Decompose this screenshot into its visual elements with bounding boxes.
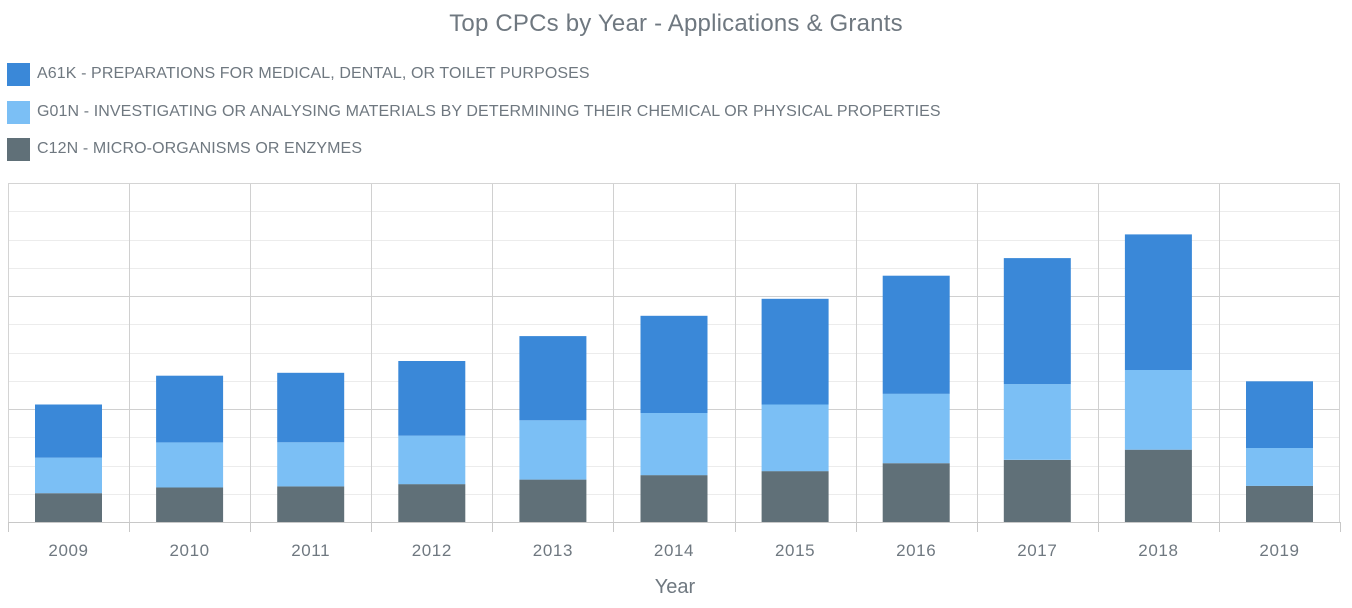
x-tick-label: 2019 xyxy=(1259,541,1299,560)
bar-segment xyxy=(640,413,708,476)
x-tick-label: 2012 xyxy=(412,541,452,560)
bar-segment xyxy=(519,336,587,421)
bar-segment xyxy=(882,393,950,464)
bar-segment xyxy=(1246,381,1313,448)
bar-segment xyxy=(519,420,587,480)
legend-item-a61k[interactable]: A61K - PREPARATIONS FOR MEDICAL, DENTAL,… xyxy=(7,62,590,86)
bar-segment xyxy=(398,435,466,485)
bar-segment xyxy=(35,457,102,494)
bar-segment xyxy=(761,404,829,472)
bar-segment xyxy=(761,298,829,405)
x-tick-label: 2014 xyxy=(654,541,694,560)
bar-segment xyxy=(277,486,345,522)
bar-segment xyxy=(1246,448,1313,486)
x-tick-label: 2011 xyxy=(291,541,330,560)
bar-segment xyxy=(35,493,102,522)
bar-segment xyxy=(519,479,587,522)
x-tick-label: 2009 xyxy=(48,541,88,560)
legend-swatch-c12n xyxy=(7,137,30,161)
bar-segment xyxy=(882,463,950,522)
x-tick-label: 2018 xyxy=(1138,541,1178,560)
bar-segment xyxy=(156,487,224,522)
chart-title: Top CPCs by Year - Applications & Grants xyxy=(449,10,903,37)
bar-segment xyxy=(1124,449,1192,522)
bar-segment xyxy=(1003,258,1071,385)
x-tick-label: 2010 xyxy=(169,541,209,560)
legend-item-g01n[interactable]: G01N - INVESTIGATING OR ANALYSING MATERI… xyxy=(7,100,941,124)
bar-segment xyxy=(1124,370,1192,450)
bar-segment xyxy=(35,404,102,458)
legend-item-c12n[interactable]: C12N - MICRO-ORGANISMS OR ENZYMES xyxy=(7,137,362,161)
bar-segment xyxy=(1246,485,1313,522)
legend-swatch-a61k xyxy=(7,62,30,86)
bar-segment xyxy=(761,471,829,522)
bar-segment xyxy=(156,375,224,443)
x-tick-label: 2013 xyxy=(533,541,573,560)
x-tick-label: 2017 xyxy=(1017,541,1057,560)
bar-segment xyxy=(640,475,708,522)
legend-label-a61k: A61K - PREPARATIONS FOR MEDICAL, DENTAL,… xyxy=(37,65,590,82)
bar-segment xyxy=(640,315,708,413)
legend-label-c12n: C12N - MICRO-ORGANISMS OR ENZYMES xyxy=(37,140,363,157)
x-tick-label: 2015 xyxy=(775,541,815,560)
bar-segment xyxy=(277,372,345,443)
bar-segment xyxy=(1124,234,1192,370)
bar-segment xyxy=(882,275,950,394)
bar-segment xyxy=(398,361,466,436)
legend-swatch-g01n xyxy=(7,100,30,124)
legend-label-g01n: G01N - INVESTIGATING OR ANALYSING MATERI… xyxy=(37,103,941,120)
bar-segment xyxy=(277,442,345,487)
bar-segment xyxy=(1003,459,1071,522)
bar-segment xyxy=(156,442,224,488)
bar-segment xyxy=(398,484,466,522)
bar-segment xyxy=(1003,384,1071,460)
x-tick-label: 2016 xyxy=(896,541,936,560)
x-axis-title: Year xyxy=(655,576,696,598)
